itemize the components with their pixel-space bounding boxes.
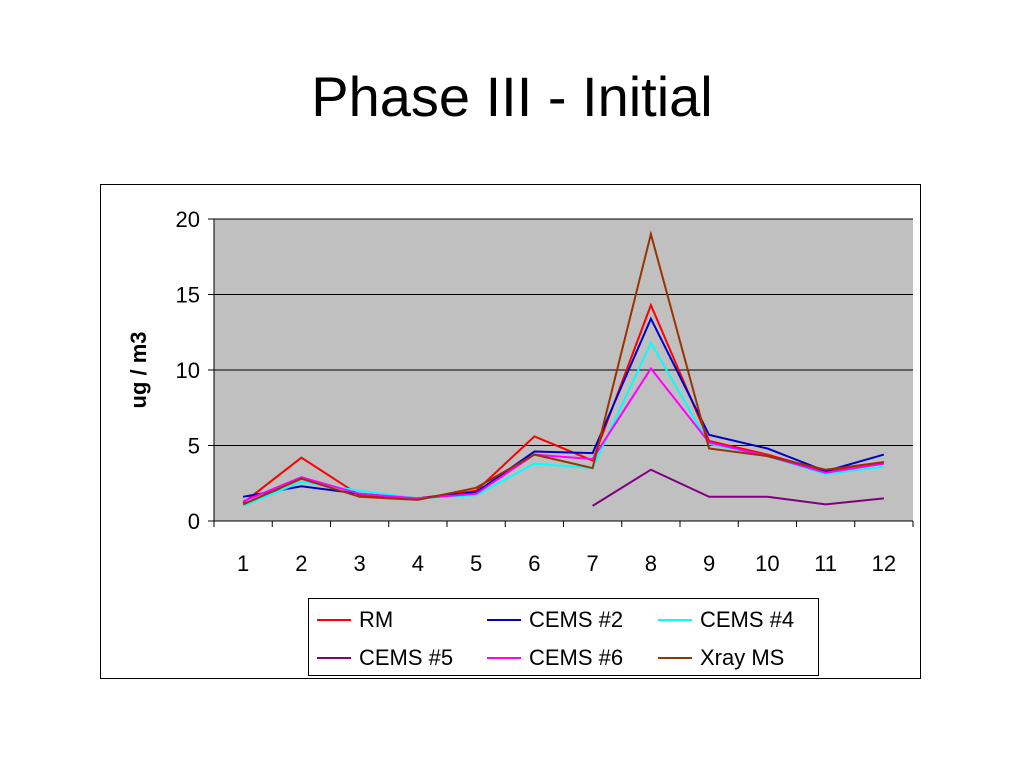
legend-item: Xray MS <box>650 641 784 675</box>
y-tick-label: 5 <box>188 434 200 459</box>
x-tick-label: 6 <box>528 551 540 576</box>
x-tick-label: 10 <box>755 551 779 576</box>
legend-item: RM <box>309 603 393 637</box>
legend-item: CEMS #5 <box>309 641 453 675</box>
legend-item: CEMS #6 <box>479 641 623 675</box>
legend-label: CEMS #6 <box>529 645 624 670</box>
legend-item: CEMS #2 <box>479 603 623 637</box>
legend-swatch <box>658 619 692 621</box>
legend-swatch <box>658 657 692 659</box>
x-tick-label: 8 <box>645 551 657 576</box>
legend-label: CEMS #5 <box>359 645 454 670</box>
x-tick-label: 9 <box>703 551 715 576</box>
slide-title: Phase III - Initial <box>311 65 713 128</box>
x-tick-label: 3 <box>354 551 366 576</box>
x-tick-label: 11 <box>814 551 837 576</box>
legend-item: CEMS #4 <box>650 603 794 637</box>
y-tick-label: 20 <box>176 207 200 232</box>
legend-swatch <box>487 619 521 621</box>
x-tick-label: 2 <box>295 551 307 576</box>
legend-swatch <box>487 657 521 659</box>
x-tick-label: 1 <box>237 551 249 576</box>
legend-label: Xray MS <box>700 645 785 670</box>
y-axis-title: ug / m3 <box>126 331 151 408</box>
chart-area: 0 5 10 15 20 1 2 3 4 5 6 7 8 9 10 11 12 ug / m3 RM CEMS #… <box>100 184 921 679</box>
series-line-cems-2 <box>242 316 885 500</box>
x-tick-label: 12 <box>872 551 896 576</box>
series-line-xray-ms <box>242 230 885 506</box>
legend-swatch <box>317 657 351 659</box>
series-line-cems-5 <box>592 468 885 507</box>
x-tick-label: 5 <box>470 551 482 576</box>
legend-label: RM <box>359 607 394 632</box>
x-tick-label: 7 <box>587 551 599 576</box>
legend-swatch <box>317 619 351 621</box>
legend-label: CEMS #4 <box>700 607 795 632</box>
y-tick-label: 10 <box>176 358 200 383</box>
x-tick-label: 4 <box>412 551 424 576</box>
legend-label: CEMS #2 <box>529 607 624 632</box>
y-tick-label: 0 <box>188 509 200 534</box>
y-tick-label: 15 <box>176 283 200 308</box>
legend: RM CEMS #2 CEMS #4 CEMS #5 CEMS #6 Xray MS <box>308 598 819 676</box>
